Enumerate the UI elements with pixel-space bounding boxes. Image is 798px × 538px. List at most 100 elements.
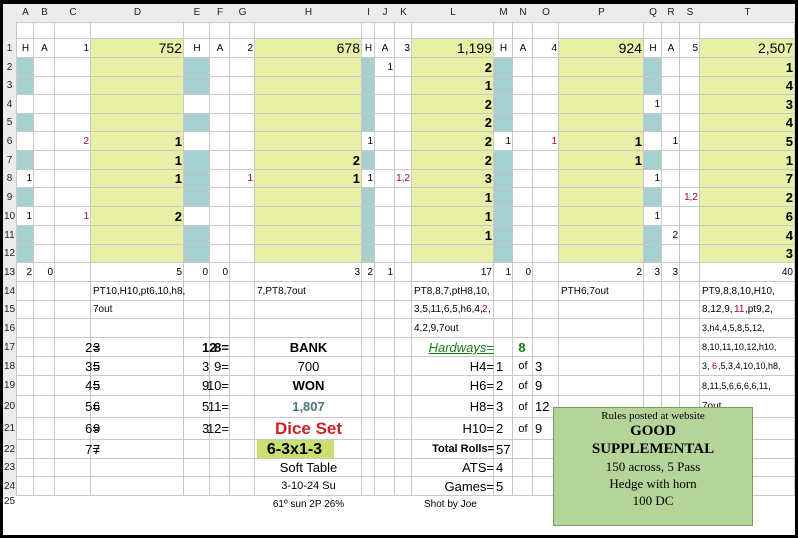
- hardway-total-2: 12: [535, 399, 550, 414]
- column-header-l: L: [450, 7, 456, 18]
- h-gridline: [3, 38, 795, 39]
- total-cell-j13: 1: [387, 267, 393, 278]
- fill-teal-e2: [184, 58, 210, 77]
- total-cell-l13: 17: [480, 267, 492, 278]
- row-header-bar: [3, 4, 16, 496]
- count-value-0: 3: [93, 340, 101, 355]
- roll-cell-l5: 2: [484, 115, 492, 130]
- fill-teal-m11: [494, 226, 513, 245]
- fill-teal-q7: [644, 151, 662, 170]
- row-header-24: 24: [3, 481, 16, 492]
- count-label-2: 4=: [85, 378, 100, 393]
- row-header-5: 5: [6, 117, 13, 128]
- total-cell-a13: 2: [26, 267, 32, 278]
- v-gridline: [679, 4, 680, 496]
- row-header-23: 23: [3, 462, 16, 473]
- roll-cell-d10: 2: [174, 209, 182, 224]
- column-header-bar: [3, 4, 795, 22]
- column-header-k: K: [400, 7, 407, 18]
- total-cell-n13: 0: [525, 267, 531, 278]
- count-label-3: 5=: [85, 399, 100, 414]
- fill-teal-e3: [184, 77, 210, 95]
- v-gridline: [699, 4, 700, 496]
- note-t19: 8,11,5,6,6,6,6,11,: [702, 381, 771, 391]
- session-date: 3-10-24 Su: [281, 480, 336, 492]
- row-header-6: 6: [6, 136, 13, 147]
- ats-label: ATS=: [462, 460, 494, 475]
- header-cell-m1: H: [499, 43, 508, 54]
- v-gridline: [374, 4, 375, 496]
- fill-teal-q5: [644, 114, 662, 132]
- roll-cell-t7: 1: [785, 153, 793, 168]
- total-cell-t13: 40: [781, 267, 793, 278]
- total-cell-q13: 3: [654, 267, 660, 278]
- fill-teal-e5: [184, 114, 210, 132]
- row-header-12: 12: [3, 248, 16, 259]
- column-header-p: P: [598, 7, 605, 18]
- count-label-4: 6=: [85, 421, 100, 436]
- count-label-6: 8=: [214, 340, 229, 355]
- fill-teal-q11: [644, 226, 662, 245]
- header-cell-l1: 1,199: [456, 40, 492, 56]
- rules-box: Rules posted at website GOOD SUPPLEMENTA…: [553, 407, 753, 526]
- roll-cell-l2: 2: [484, 60, 492, 75]
- row-header-8: 8: [6, 173, 13, 184]
- header-cell-h1: 678: [336, 40, 360, 56]
- total-cell-b13: 0: [47, 267, 53, 278]
- roll-cell-t3: 4: [785, 78, 793, 93]
- h-gridline: [3, 206, 795, 207]
- header-cell-j1: A: [381, 43, 389, 54]
- column-header-s: S: [686, 7, 694, 18]
- v-gridline: [33, 4, 34, 496]
- bank-label: BANK: [289, 340, 328, 355]
- roll-cell-s9: 1,2: [684, 192, 698, 203]
- h-gridline: [3, 57, 795, 58]
- total-cell-d13: 5: [176, 267, 182, 278]
- column-header-t: T: [744, 7, 751, 18]
- fill-teal-e11: [184, 226, 210, 245]
- games-value: 5: [496, 479, 504, 494]
- hardway-made-2: 3: [496, 399, 504, 414]
- note-t15c: ,pt9,2,: [745, 304, 773, 315]
- hardway-label-3: H10=: [462, 421, 494, 436]
- roll-cell-l10: 1: [484, 209, 492, 224]
- v-gridline: [54, 4, 55, 496]
- row-header-7: 7: [6, 155, 13, 166]
- count-value-2: 5: [93, 378, 101, 393]
- hardway-label-2: H8=: [469, 399, 494, 414]
- fill-teal-i10: [362, 207, 375, 226]
- note-h14: 7,PT8,7out: [257, 286, 306, 297]
- column-header-e: E: [193, 7, 201, 18]
- rules-line-5: Hedge with horn: [609, 476, 697, 491]
- roll-cell-a8: 1: [26, 173, 32, 184]
- fill-teal-a2: [17, 58, 34, 77]
- roll-cell-r11: 2: [672, 230, 678, 241]
- note-d15: 7out: [93, 304, 113, 315]
- column-header-m: M: [499, 7, 508, 18]
- fill-teal-i7: [362, 151, 375, 170]
- count-label-7: 9=: [214, 359, 229, 374]
- games-label: Games=: [444, 479, 495, 494]
- fill-teal-m9: [494, 188, 513, 207]
- row-header-17: 17: [3, 342, 16, 353]
- fill-teal-m7: [494, 151, 513, 170]
- v-gridline: [532, 4, 533, 496]
- total-cell-p13: 2: [636, 267, 642, 278]
- bank-value: 700: [297, 359, 320, 374]
- fill-teal-e12: [184, 245, 210, 263]
- v-gridline: [558, 4, 559, 496]
- fill-teal-e9: [184, 188, 210, 207]
- header-cell-o1: 4: [551, 43, 557, 54]
- row-header-18: 18: [3, 361, 16, 372]
- fill-teal-i4: [362, 95, 375, 114]
- roll-cell-t10: 6: [785, 209, 793, 224]
- note-l15b: 2: [482, 304, 488, 315]
- row-header-3: 3: [6, 80, 13, 91]
- fill-teal-m5: [494, 114, 513, 132]
- rules-line-6: 100 DC: [632, 493, 674, 508]
- h-gridline: [3, 495, 795, 496]
- header-cell-q1: H: [649, 43, 657, 54]
- rules-line-4: 150 across, 5 Pass: [605, 459, 701, 474]
- note-d14: PT10,H10,pt6,10,h8,: [93, 286, 186, 297]
- fill-teal-m2: [494, 58, 513, 77]
